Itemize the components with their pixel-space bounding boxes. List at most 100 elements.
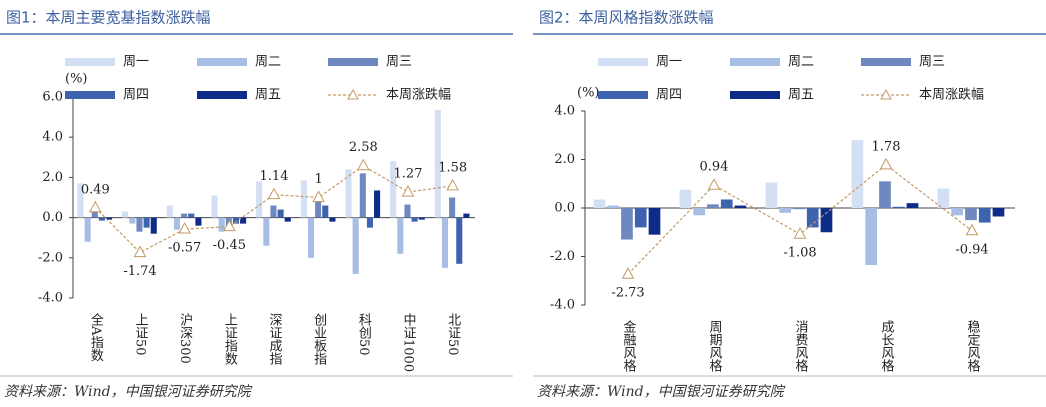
- data-label: -0.57: [168, 241, 201, 256]
- bar: [284, 217, 291, 222]
- x-tick-label: 成长风格: [879, 320, 895, 372]
- bar: [965, 208, 977, 221]
- bar: [906, 203, 919, 208]
- bar: [106, 217, 113, 220]
- bar: [359, 173, 366, 218]
- bar: [263, 217, 270, 246]
- line-marker: [401, 185, 415, 197]
- x-tick-label: 上证指数: [222, 313, 238, 365]
- bar: [240, 217, 247, 224]
- bar: [434, 110, 441, 218]
- line-marker: [793, 227, 807, 239]
- x-tick-label: 中证1000: [401, 313, 417, 372]
- x-tick-label: 创业板指: [311, 313, 327, 365]
- bar: [593, 199, 606, 208]
- data-label: -2.73: [611, 286, 644, 301]
- x-tick-label: 金融风格: [621, 319, 637, 372]
- bar: [84, 217, 91, 242]
- y-tick-label: 0.0: [42, 210, 63, 225]
- bar: [793, 208, 805, 210]
- line-marker: [267, 187, 281, 200]
- legend-swatch: [197, 58, 247, 66]
- bar: [992, 208, 1005, 217]
- data-label: 0.94: [700, 160, 729, 175]
- bar: [256, 181, 263, 218]
- y-tick-label: 0.0: [554, 201, 575, 216]
- bar: [449, 197, 456, 218]
- bar: [404, 204, 411, 218]
- legend-label: 周五: [788, 88, 814, 103]
- chart-title: 图2：本周风格指数涨跌幅: [539, 9, 714, 27]
- bar: [397, 217, 404, 254]
- bar: [136, 217, 143, 232]
- bar: [300, 180, 307, 218]
- bar: [621, 208, 633, 240]
- legend-swatch: [598, 58, 648, 66]
- bar: [329, 217, 336, 222]
- bar: [270, 205, 277, 218]
- legend-label: 周四: [123, 88, 149, 103]
- y-tick-label: 2.0: [42, 170, 63, 185]
- data-label: 0.49: [81, 182, 110, 197]
- legend-swatch: [598, 91, 648, 99]
- bar: [232, 217, 239, 224]
- bar: [720, 199, 733, 208]
- y-tick-label: 6.0: [42, 90, 63, 105]
- bar: [418, 217, 425, 220]
- legend-swatch: [730, 58, 780, 66]
- bar: [345, 169, 352, 218]
- bar: [765, 182, 778, 208]
- bar: [352, 217, 359, 274]
- bar: [390, 161, 397, 218]
- y-tick-label: -2.0: [550, 249, 575, 264]
- legend-label: 周一: [656, 55, 682, 70]
- bar: [463, 213, 470, 218]
- legend-label: 本周涨跌幅: [386, 87, 451, 103]
- bar: [77, 183, 84, 218]
- x-tick-label: 消费风格: [793, 320, 809, 372]
- bar: [779, 208, 792, 213]
- bar: [865, 208, 878, 265]
- bar: [707, 204, 719, 208]
- bar: [879, 181, 891, 208]
- bar: [173, 217, 181, 230]
- bar: [315, 199, 322, 218]
- bar: [634, 208, 647, 228]
- legend-swatch: [65, 58, 115, 66]
- bar: [91, 211, 98, 218]
- bar: [806, 208, 819, 228]
- x-tick-label: 深证成指: [267, 313, 283, 365]
- legend-swatch: [730, 91, 780, 99]
- data-label: -1.08: [783, 246, 816, 261]
- y-tick-label: 2.0: [554, 152, 575, 167]
- bar: [129, 217, 136, 224]
- line-marker: [88, 200, 102, 213]
- bar: [679, 189, 692, 208]
- x-tick-label: 上证50: [133, 313, 149, 356]
- line-marker: [356, 158, 370, 171]
- line-marker: [178, 222, 192, 234]
- y-tick-label: -4.0: [38, 291, 63, 306]
- bar: [211, 195, 218, 218]
- y-tick-label: -2.0: [38, 250, 63, 265]
- data-label: 1.27: [394, 167, 423, 182]
- legend-marker: [347, 88, 359, 100]
- line-marker: [879, 157, 893, 170]
- legend-swatch: [861, 58, 911, 66]
- legend-swatch: [328, 58, 378, 66]
- bar: [98, 217, 105, 221]
- bar: [181, 213, 188, 218]
- bar: [411, 217, 418, 222]
- bar: [366, 217, 373, 228]
- legend-label: 周二: [788, 55, 814, 70]
- bar: [892, 206, 905, 208]
- bar: [143, 217, 150, 228]
- legend-label: 周三: [386, 55, 412, 70]
- bar: [374, 190, 381, 218]
- bar: [607, 205, 620, 208]
- legend-label: 周一: [123, 55, 149, 70]
- bar: [851, 140, 864, 208]
- bar: [441, 217, 449, 268]
- bar: [188, 213, 195, 218]
